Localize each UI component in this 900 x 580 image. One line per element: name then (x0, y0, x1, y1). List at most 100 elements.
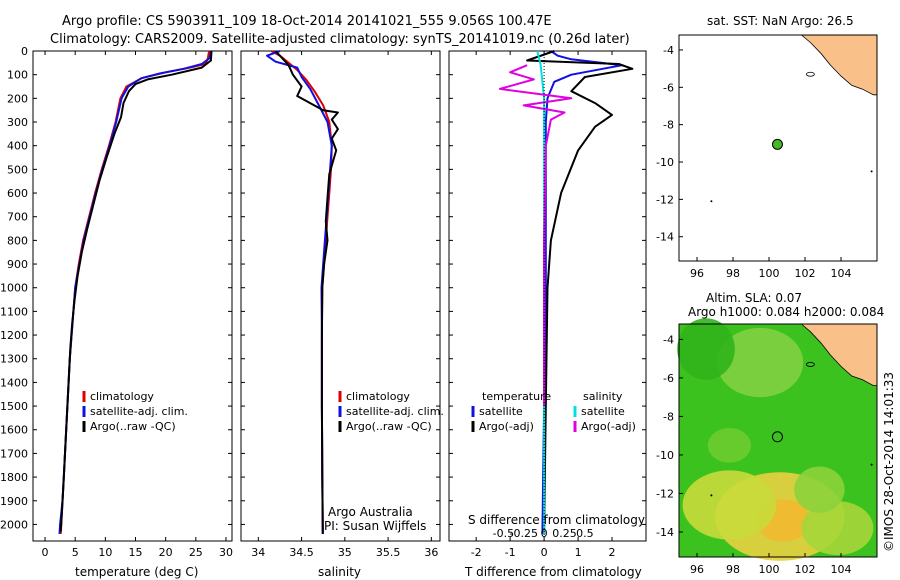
x-tick-label: 36 (424, 546, 438, 559)
y-tick-label: -10 (656, 449, 674, 462)
s-tick-label: 0.5 (576, 527, 594, 540)
legend-title-t: temperature (482, 390, 551, 403)
salinity-xlabel: salinity (318, 565, 361, 579)
x-tick-label: 34 (251, 546, 265, 559)
legend-label: satellite (479, 405, 523, 418)
legend-label: climatology (90, 390, 154, 403)
x-tick-label: 104 (831, 267, 852, 280)
sst-map: 96 98 100 102 104 -4 -6 -8 -10 -12 -14 (656, 34, 878, 280)
map-frame (678, 34, 878, 262)
series-line (541, 50, 624, 534)
x-tick-label: -1 (505, 546, 516, 559)
island-christmas (870, 170, 873, 173)
island-cocos (710, 494, 713, 497)
x-tick-label: 102 (795, 563, 816, 576)
y-tick-label: 800 (7, 234, 28, 247)
difference-xlabel-s: S difference from climatology (468, 513, 645, 527)
heatmap-blob (716, 327, 804, 398)
x-tick-label: 0 (42, 546, 49, 559)
legend-label: climatology (346, 390, 410, 403)
salinity-panel: 34 34.5 35 35.5 36 climatology satellite-adj. … (240, 50, 444, 559)
s-tick-label: -0.25 (509, 527, 537, 540)
legend-label: Argo(-adj) (479, 420, 534, 433)
x-tick-label: 102 (795, 267, 816, 280)
y-tick-label: 900 (7, 258, 28, 271)
x-tick-label: 35.5 (376, 546, 401, 559)
imos-stamp: ©IMOS 28-Oct-2014 14:01:33 (882, 372, 896, 552)
island-cocos (710, 200, 713, 203)
heatmap-blob (794, 466, 845, 513)
sst-map-title: sat. SST: NaN Argo: 26.5 (707, 14, 854, 28)
series-line (59, 50, 213, 532)
legend-title-s: salinity (583, 390, 623, 403)
x-tick-label: 100 (759, 563, 780, 576)
x-tick-label: 0 (541, 546, 548, 559)
figure-title-line1: Argo profile: CS 5903911_109 18-Oct-2014… (62, 14, 552, 29)
s-tick-label: -0.5 (493, 527, 514, 540)
x-tick-label: 98 (726, 563, 740, 576)
x-tick-label: 35 (338, 546, 352, 559)
island-enggano (806, 362, 815, 367)
y-tick-label: 600 (7, 187, 28, 200)
y-tick-label: 1200 (0, 329, 28, 342)
y-tick-label: 1100 (0, 305, 28, 318)
s-tick-label: 0 (541, 527, 548, 540)
salinity-annotation-2: PI: Susan Wijffels (324, 519, 426, 533)
series-line (526, 50, 634, 534)
y-tick-label: -12 (656, 193, 674, 206)
y-tick-label: 1700 (0, 447, 28, 460)
y-tick-label: 200 (7, 92, 28, 105)
x-tick-label: 34.5 (289, 546, 314, 559)
salinity-annotation-1: Argo Australia (328, 505, 413, 519)
heatmap-blob (677, 318, 735, 380)
y-tick-label: -4 (663, 44, 674, 57)
y-tick-label: -6 (663, 81, 674, 94)
sla-map-title-2: Argo h1000: 0.084 h2000: 0.084 (688, 305, 884, 319)
y-tick-label: 700 (7, 211, 28, 224)
legend-label: Argo(..raw -QC) (90, 420, 176, 433)
y-tick-label: 1300 (0, 353, 28, 366)
sla-map: 96 98 100 102 104 -4 -6 -8 -10 -12 -14 (656, 318, 878, 576)
temperature-panel: 0 5 10 15 20 25 300100200300400500600700800900… (0, 45, 233, 559)
y-tick-label: 2000 (0, 518, 28, 531)
x-tick-label: 96 (690, 563, 704, 576)
x-tick-label: 104 (831, 563, 852, 576)
y-tick-label: 1000 (0, 282, 28, 295)
x-tick-label: 15 (129, 546, 143, 559)
y-tick-label: -4 (663, 333, 674, 346)
x-tick-label: -2 (471, 546, 482, 559)
x-tick-label: 1 (575, 546, 582, 559)
legend-label: Argo(-adj) (581, 420, 636, 433)
legend-label: satellite-adj. clim. (90, 405, 188, 418)
difference-xlabel-t: T difference from climatology (464, 565, 642, 579)
argo-position-marker (771, 138, 783, 150)
series-line (274, 50, 339, 534)
legend-label: satellite-adj. clim. (346, 405, 444, 418)
x-tick-label: 5 (72, 546, 79, 559)
legend-label: Argo(..raw -QC) (346, 420, 432, 433)
y-tick-label: -6 (663, 372, 674, 385)
y-tick-label: 1600 (0, 424, 28, 437)
x-tick-label: 10 (98, 546, 112, 559)
heatmap-blob (707, 427, 752, 463)
y-tick-label: -10 (656, 156, 674, 169)
x-tick-label: 25 (189, 546, 203, 559)
plot-frame (240, 50, 441, 542)
island-enggano (806, 71, 815, 77)
x-tick-label: 96 (690, 267, 704, 280)
difference-panel: -2 -1 0 1 2 -0.5-0.25 0 0.25 0.5 temperature salin… (448, 50, 647, 559)
temperature-xlabel: temperature (deg C) (75, 565, 198, 579)
heatmap-blob (682, 470, 777, 540)
map-frame (678, 323, 878, 558)
y-tick-label: 500 (7, 163, 28, 176)
s-tick-label: 0.25 (552, 527, 577, 540)
y-tick-label: 1400 (0, 376, 28, 389)
x-tick-label: 98 (726, 267, 740, 280)
argo-position-marker (771, 431, 783, 443)
y-tick-label: 1500 (0, 400, 28, 413)
y-tick-label: 1800 (0, 471, 28, 484)
y-tick-label: -8 (663, 119, 674, 132)
y-tick-label: -12 (656, 487, 674, 500)
series-line (498, 64, 573, 407)
x-tick-label: 20 (159, 546, 173, 559)
